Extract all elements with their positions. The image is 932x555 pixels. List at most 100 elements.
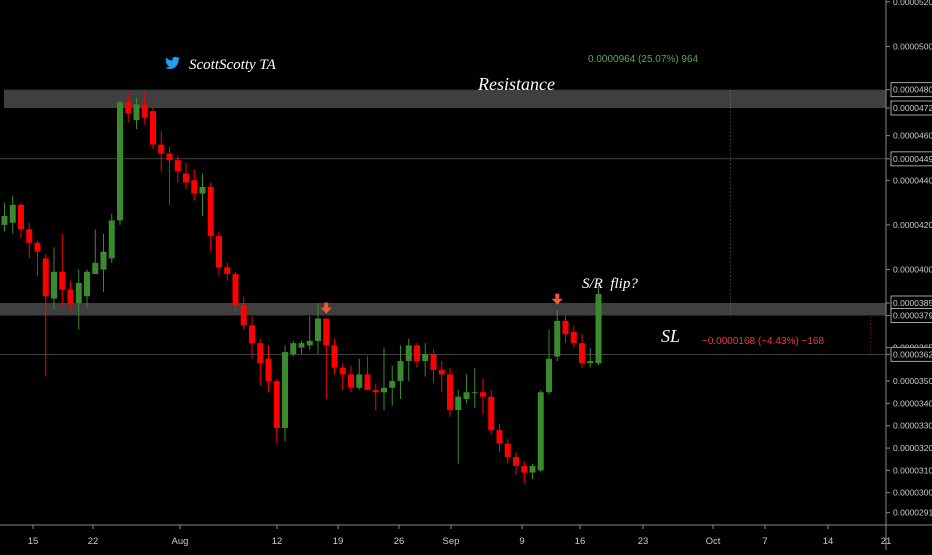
candle	[183, 162, 189, 190]
candle-body	[174, 160, 181, 172]
candle-body	[18, 204, 24, 230]
candle-body	[141, 104, 148, 118]
candle	[9, 195, 16, 234]
candle	[595, 285, 602, 366]
candle	[546, 329, 552, 395]
candle	[579, 334, 585, 368]
candle	[290, 340, 297, 357]
candle	[26, 222, 33, 259]
candle-body	[405, 345, 412, 362]
candle-body	[537, 392, 544, 471]
candle-body	[125, 102, 132, 114]
candle	[339, 363, 346, 391]
candle-body	[587, 361, 594, 364]
candle-body	[108, 220, 115, 259]
time-axis[interactable]: 15 22 Aug 12 19 26 Sep 9 16 23 Oct 7 14 21	[0, 524, 932, 547]
candle	[422, 343, 429, 377]
candle	[232, 271, 239, 312]
candle	[364, 356, 371, 391]
candle	[323, 318, 330, 399]
candle	[224, 262, 231, 281]
candle	[18, 202, 24, 239]
candle-body	[364, 374, 371, 391]
candle-body	[438, 369, 445, 375]
candle-body	[51, 271, 57, 299]
candle-body	[513, 456, 519, 466]
time-tick-label: 26	[394, 536, 405, 547]
twitter-bird-icon	[165, 56, 180, 69]
candle-body	[59, 271, 66, 290]
candle	[174, 155, 181, 183]
candle-body	[224, 267, 231, 274]
candle-body	[166, 153, 173, 161]
candle-body	[117, 102, 123, 221]
candle	[59, 233, 66, 306]
candle-body	[521, 465, 528, 473]
candle-body	[306, 340, 313, 346]
candle	[199, 173, 206, 216]
price-tag-box	[890, 151, 932, 167]
candle-body	[290, 343, 297, 355]
candle-body	[150, 111, 156, 145]
candle-body	[207, 186, 214, 237]
candle	[447, 367, 453, 417]
resistance-zone	[4, 89, 886, 108]
price-tag-box	[890, 308, 932, 323]
candle	[42, 253, 49, 377]
candle	[414, 343, 420, 368]
price-tag-box	[890, 100, 932, 116]
candle-body	[282, 352, 288, 428]
stop-loss-label: SL	[661, 326, 680, 346]
candle	[348, 365, 354, 393]
candle-body	[529, 465, 536, 473]
candle-body	[414, 345, 420, 362]
price-tick-label: 0.00003794	[893, 310, 932, 320]
candle-body	[158, 144, 165, 154]
time-tick-label: 21	[881, 536, 892, 547]
candle-body	[480, 392, 486, 397]
candle-body	[546, 358, 552, 393]
candle	[480, 378, 486, 415]
candle-body	[570, 332, 577, 344]
candle-body	[183, 173, 189, 183]
candle-body	[191, 180, 198, 194]
candle-body	[42, 258, 49, 297]
candle-body	[298, 343, 305, 348]
arrow-shaft	[555, 293, 560, 299]
candle-body	[84, 271, 90, 297]
candle-body	[26, 229, 33, 243]
candle-body	[381, 387, 387, 393]
candle	[537, 390, 544, 473]
candle	[282, 345, 288, 442]
candle	[463, 374, 470, 404]
candle	[356, 358, 363, 391]
candle	[455, 390, 462, 464]
candle	[141, 91, 148, 125]
candle	[67, 280, 74, 310]
time-tick-label: 16	[575, 536, 586, 547]
candle-body	[232, 273, 239, 306]
candle-body	[504, 443, 511, 457]
candle-body	[463, 392, 470, 399]
candle-body	[579, 343, 585, 364]
brand-label: ScottScotty TA	[189, 57, 277, 73]
time-tick-label: 14	[823, 536, 834, 547]
candle	[84, 269, 90, 308]
down-arrow-marker	[320, 302, 332, 314]
markers-group	[320, 293, 563, 314]
arrow-head-icon	[320, 307, 332, 314]
price-tick-label: 0.00004806	[893, 85, 932, 95]
price-tick-label: 0.00004724	[893, 103, 932, 113]
brand[interactable]: ScottScotty TA	[165, 56, 277, 73]
candle	[488, 390, 495, 435]
